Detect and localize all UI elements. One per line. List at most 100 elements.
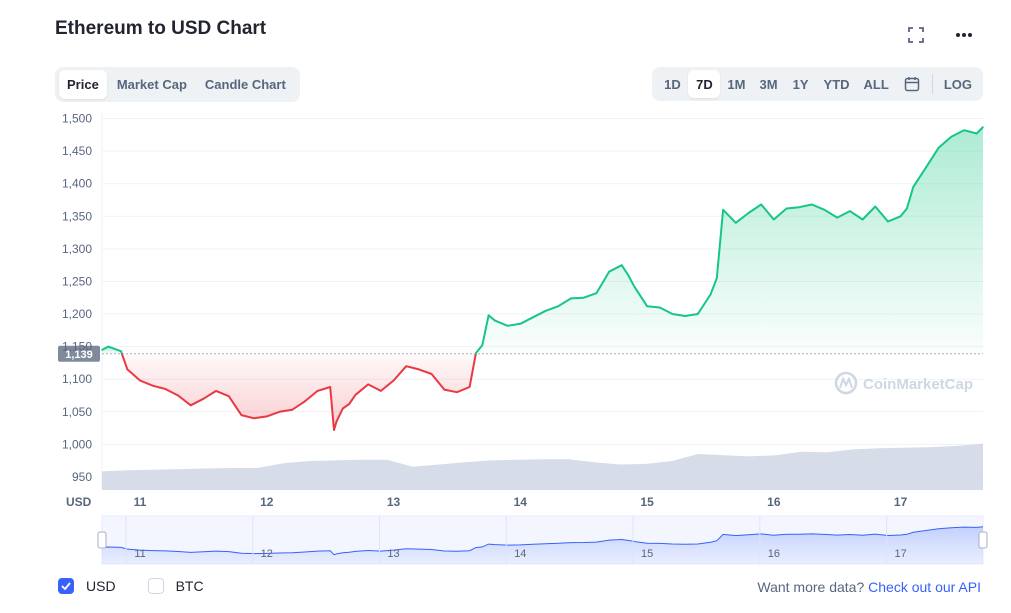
data-point bbox=[659, 306, 661, 309]
data-point bbox=[887, 220, 889, 223]
data-point bbox=[570, 297, 572, 300]
fullscreen-icon[interactable] bbox=[905, 24, 927, 46]
data-point bbox=[735, 222, 737, 224]
data-point bbox=[747, 212, 750, 214]
data-point bbox=[348, 403, 351, 405]
watermark-text: CoinMarketCap bbox=[863, 376, 973, 393]
log-scale-toggle[interactable]: LOG bbox=[943, 76, 972, 92]
data-point bbox=[519, 323, 522, 325]
data-point bbox=[811, 203, 813, 206]
data-point bbox=[443, 388, 446, 391]
data-point bbox=[304, 400, 306, 403]
currency-label: USD bbox=[86, 578, 116, 594]
tab-candle-chart[interactable]: Candle Chart bbox=[204, 77, 286, 92]
data-point bbox=[354, 394, 357, 396]
area-fill-up bbox=[475, 127, 983, 354]
data-point bbox=[342, 407, 344, 410]
data-point bbox=[468, 386, 471, 388]
data-point bbox=[278, 411, 281, 413]
data-point bbox=[728, 215, 731, 218]
range-1d[interactable]: 1D bbox=[664, 76, 681, 92]
y-axis: 1,500 1,450 1,400 1,350 1,300 1,250 1,200 1,150… bbox=[62, 112, 92, 484]
data-point bbox=[240, 414, 243, 416]
x-tick-label: 15 bbox=[640, 495, 654, 509]
line-segment-up bbox=[474, 126, 984, 355]
volume-area bbox=[102, 443, 983, 490]
x-tick-label: 14 bbox=[514, 495, 528, 509]
tab-price[interactable]: Price bbox=[59, 70, 107, 99]
range-3m[interactable]: 3M bbox=[759, 76, 778, 92]
navigator-tick-label: 11 bbox=[134, 548, 145, 560]
watermark: CoinMarketCap bbox=[834, 371, 973, 395]
calendar-icon[interactable] bbox=[896, 70, 928, 98]
data-point bbox=[139, 379, 141, 382]
data-point bbox=[506, 325, 509, 327]
navigator-area bbox=[102, 526, 983, 564]
range-1y[interactable]: 1Y bbox=[792, 76, 809, 92]
data-point bbox=[798, 206, 800, 208]
range-1m[interactable]: 1M bbox=[727, 76, 746, 92]
data-point bbox=[861, 218, 864, 221]
data-point bbox=[722, 209, 724, 211]
data-point bbox=[785, 207, 788, 210]
navigator-line bbox=[101, 526, 984, 556]
checkbox-unchecked[interactable] bbox=[147, 578, 164, 594]
range-all[interactable]: ALL bbox=[863, 76, 889, 92]
data-point bbox=[874, 205, 877, 208]
data-point bbox=[177, 394, 179, 397]
y-tick-label: 1,200 bbox=[62, 307, 92, 321]
volume-bars bbox=[102, 443, 983, 490]
tab-market-cap[interactable]: Market Cap bbox=[116, 77, 187, 92]
range-7d[interactable]: 7D bbox=[688, 70, 721, 98]
x-tick-label: 12 bbox=[260, 495, 274, 509]
y-tick-label: 1,250 bbox=[62, 274, 92, 288]
data-point bbox=[627, 274, 629, 276]
data-point bbox=[475, 352, 477, 354]
data-point bbox=[329, 386, 332, 388]
x-tick-label: 11 bbox=[134, 495, 147, 509]
baseline-label-bg bbox=[58, 345, 100, 362]
navigator-handle[interactable] bbox=[978, 531, 988, 549]
currency-usd-checkbox[interactable]: USD bbox=[58, 578, 134, 594]
data-point bbox=[760, 203, 762, 206]
data-point bbox=[557, 305, 560, 308]
navigator-tick-label: 12 bbox=[261, 548, 273, 560]
data-point bbox=[709, 293, 712, 296]
chart-toolbar-icons bbox=[905, 24, 975, 46]
data-point bbox=[101, 349, 103, 351]
data-point bbox=[335, 420, 338, 423]
x-tick-label: 17 bbox=[894, 495, 908, 509]
api-link[interactable]: Check out our API bbox=[868, 579, 981, 595]
data-point bbox=[120, 350, 122, 353]
data-point bbox=[532, 316, 534, 319]
range-ytd[interactable]: YTD bbox=[823, 76, 850, 92]
data-point bbox=[266, 415, 268, 418]
data-point bbox=[937, 147, 940, 149]
currency-btc-checkbox[interactable]: BTC bbox=[147, 578, 222, 594]
y-tick-label: 1,150 bbox=[62, 340, 92, 354]
data-point bbox=[544, 310, 547, 312]
more-icon[interactable] bbox=[953, 24, 975, 46]
checkbox-checked[interactable] bbox=[58, 578, 74, 594]
data-point bbox=[982, 126, 984, 128]
data-point bbox=[633, 285, 636, 288]
page-title: Ethereum to USD Chart bbox=[55, 18, 267, 39]
data-point bbox=[367, 383, 370, 386]
y-tick-label: 1,100 bbox=[62, 372, 92, 386]
data-point bbox=[906, 207, 908, 210]
data-point bbox=[481, 344, 484, 347]
data-point bbox=[950, 136, 953, 138]
range-navigator[interactable]: 11 12 13 14 15 16 17 bbox=[97, 515, 988, 565]
navigator-handle[interactable] bbox=[97, 531, 107, 549]
data-point bbox=[836, 216, 838, 219]
y-tick-label: 1,400 bbox=[62, 177, 92, 191]
y-tick-label: 1,000 bbox=[62, 437, 92, 451]
data-point bbox=[456, 391, 458, 394]
data-point bbox=[430, 373, 433, 375]
data-point bbox=[380, 390, 382, 392]
navigator-tick-label: 13 bbox=[387, 548, 399, 560]
data-point bbox=[912, 186, 915, 188]
navigator-tick-label: 14 bbox=[514, 548, 526, 560]
line-segment-up bbox=[101, 345, 123, 355]
